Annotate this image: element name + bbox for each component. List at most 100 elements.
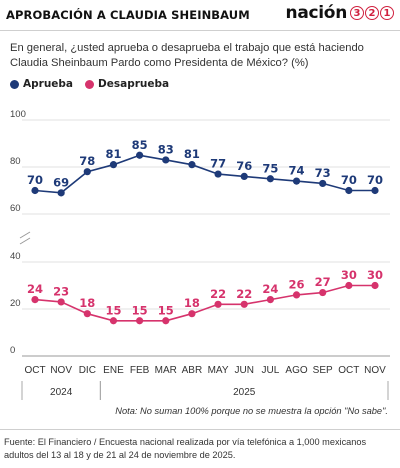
data-label: 76 <box>236 159 252 173</box>
data-point <box>240 300 248 308</box>
data-label: 30 <box>367 268 383 282</box>
x-tick-label: MAY <box>208 365 229 376</box>
survey-question: En general, ¿usted aprueba o desaprueba … <box>10 42 364 69</box>
data-label: 15 <box>105 303 121 317</box>
x-tick-label: OCT <box>338 365 359 376</box>
axis-break-mark <box>19 231 31 239</box>
data-point <box>83 168 91 176</box>
data-label: 18 <box>79 296 95 310</box>
data-label: 22 <box>210 287 226 301</box>
legend-label-aprueba: Aprueba <box>23 78 74 90</box>
axis-break-mark <box>19 237 31 245</box>
data-label: 75 <box>262 161 278 175</box>
data-label: 81 <box>105 147 121 161</box>
data-point <box>319 288 327 297</box>
y-tick-label: 20 <box>10 298 21 309</box>
data-label: 70 <box>367 173 383 187</box>
data-point <box>345 186 353 195</box>
data-point <box>136 151 144 159</box>
x-tick-label: ABR <box>182 365 203 376</box>
data-label: 30 <box>341 268 357 282</box>
legend-swatch-aprueba <box>10 79 19 89</box>
data-point <box>31 186 39 195</box>
data-label: 70 <box>27 173 43 187</box>
data-point <box>292 177 301 185</box>
source-text: Fuente: El Financiero / Encuesta naciona… <box>4 437 367 460</box>
data-point <box>240 172 248 180</box>
y-tick-label: 80 <box>10 156 21 167</box>
brand-word: nación <box>285 3 348 23</box>
data-point <box>266 175 274 183</box>
data-label: 24 <box>27 282 43 296</box>
legend-swatch-desaprueba <box>85 79 95 89</box>
data-label: 74 <box>289 164 305 178</box>
brand-digits: 3 2 1 <box>349 6 394 20</box>
data-point <box>83 310 91 318</box>
x-tick-label: JUN <box>235 365 254 376</box>
header-divider <box>0 30 400 31</box>
legend-item-desaprueba: Desaprueba <box>85 78 169 90</box>
year-label: 2024 <box>50 387 73 398</box>
data-point <box>292 291 301 299</box>
data-label: 83 <box>158 142 174 156</box>
x-tick-label: NOV <box>50 365 72 376</box>
x-tick-label: FEB <box>130 365 150 376</box>
x-tick-label: NOV <box>364 365 386 376</box>
footer-divider <box>0 429 400 430</box>
data-label: 15 <box>158 303 174 317</box>
data-label: 78 <box>79 154 95 168</box>
chart-title: APROBACIÓN A CLAUDIA SHEINBAUM <box>6 8 250 22</box>
legend-label-desaprueba: Desaprueba <box>98 78 170 90</box>
data-label: 73 <box>315 166 331 180</box>
x-tick-label: SEP <box>313 365 333 376</box>
data-label: 23 <box>53 284 69 298</box>
data-point <box>214 170 222 178</box>
data-point <box>31 296 39 304</box>
brand-logo: nación 3 2 1 <box>286 3 394 23</box>
brand-digit: 3 <box>350 6 364 20</box>
data-point <box>214 300 222 308</box>
header: APROBACIÓN A CLAUDIA SHEINBAUM nación 3 … <box>0 0 400 30</box>
legend-item-aprueba: Aprueba <box>10 78 73 90</box>
data-point <box>57 298 65 306</box>
legend: Aprueba Desaprueba <box>10 78 181 90</box>
y-tick-label: 0 <box>10 345 15 356</box>
data-label: 81 <box>184 147 200 161</box>
line-chart: 0 20 40 60 80 100 70 69 78 81 85 83 81 77 76 75 74 73 70 70… <box>10 109 390 400</box>
data-point <box>345 281 353 290</box>
data-label: 69 <box>53 175 69 189</box>
data-point <box>136 317 144 325</box>
data-label: 26 <box>289 277 305 291</box>
x-tick-label: AGO <box>285 365 307 376</box>
data-point <box>188 310 196 318</box>
series-line-desaprueba <box>34 284 375 322</box>
data-point <box>109 317 118 325</box>
data-label: 85 <box>132 138 148 152</box>
brand-digit: 2 <box>365 6 379 20</box>
data-label: 18 <box>184 296 200 310</box>
series-line-aprueba <box>34 154 375 194</box>
data-point <box>57 189 65 197</box>
x-tick-label: MAR <box>155 365 177 376</box>
data-label: 70 <box>341 173 357 187</box>
data-label: 15 <box>132 303 148 317</box>
data-point <box>162 156 170 164</box>
y-tick-label: 100 <box>10 109 26 120</box>
x-tick-label: JUL <box>261 365 279 376</box>
data-point <box>188 161 196 169</box>
y-tick-label: 60 <box>10 203 21 214</box>
data-point <box>371 281 379 290</box>
data-label: 24 <box>262 282 278 296</box>
x-tick-label: OCT <box>24 365 45 376</box>
data-label: 27 <box>315 275 331 289</box>
data-point <box>162 317 170 325</box>
data-label: 77 <box>210 157 226 171</box>
data-point <box>109 161 118 169</box>
brand-digit: 1 <box>380 6 394 20</box>
data-label: 22 <box>236 287 252 301</box>
y-tick-label: 40 <box>10 251 21 262</box>
year-label: 2025 <box>233 387 256 398</box>
x-tick-label: DIC <box>79 365 96 376</box>
data-point <box>371 186 379 195</box>
data-point <box>266 296 274 304</box>
